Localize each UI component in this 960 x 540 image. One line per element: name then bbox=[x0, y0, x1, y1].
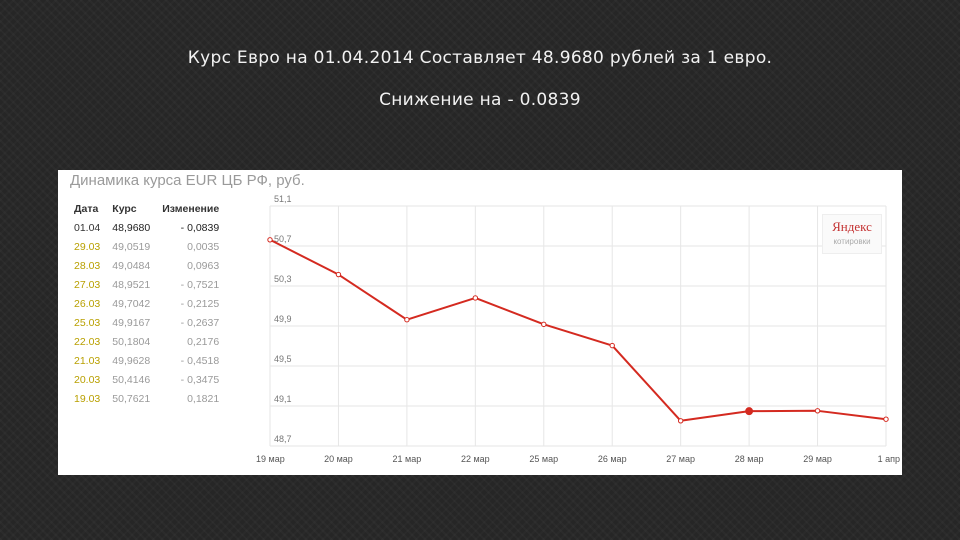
cell-rate: 49,7042 bbox=[112, 297, 151, 310]
cell-change: 0,0963 bbox=[187, 259, 220, 272]
cell-date: 29.03 bbox=[74, 240, 101, 253]
cell-rate: 49,0484 bbox=[112, 259, 151, 272]
cell-change: 0,2176 bbox=[187, 335, 220, 348]
y-tick-label: 49,5 bbox=[274, 354, 292, 364]
x-tick-label: 28 мар bbox=[735, 454, 764, 464]
cell-date: 26.03 bbox=[74, 297, 101, 310]
y-tick-label: 49,1 bbox=[274, 394, 292, 404]
logo-subtext: котировки bbox=[833, 237, 871, 246]
data-point bbox=[883, 416, 889, 422]
y-tick-label: 50,7 bbox=[274, 234, 292, 244]
cell-rate: 49,9167 bbox=[112, 316, 151, 329]
cell-rate: 48,9521 bbox=[112, 278, 151, 291]
cell-date: 27.03 bbox=[74, 278, 101, 291]
cell-change: 0,0035 bbox=[187, 240, 220, 253]
yandex-logo: Яндекс котировки bbox=[822, 214, 882, 254]
cell-change: - 0,7521 bbox=[180, 278, 220, 291]
data-point bbox=[267, 237, 273, 243]
cell-date: 19.03 bbox=[74, 392, 101, 405]
table-row: 19.03 50,7621 0,1821 bbox=[68, 389, 225, 408]
x-tick-label: 27 мар bbox=[666, 454, 695, 464]
data-point bbox=[609, 342, 615, 349]
data-point bbox=[472, 295, 479, 301]
table-row: 25.03 49,9167 - 0,2637 bbox=[68, 313, 225, 332]
column-header-date: Дата bbox=[74, 203, 99, 215]
table-header-row: Дата Курс Изменение bbox=[68, 200, 225, 218]
x-tick-label: 29 мар bbox=[803, 454, 832, 464]
data-point-highlighted bbox=[745, 407, 754, 416]
x-tick-label: 21 мар bbox=[393, 454, 422, 464]
data-point bbox=[814, 408, 821, 414]
cell-change: - 0,2637 bbox=[180, 316, 220, 329]
table-row: 22.03 50,1804 0,2176 bbox=[68, 332, 225, 351]
table-row: 29.03 49,0519 0,0035 bbox=[68, 237, 225, 256]
y-tick-label: 50,3 bbox=[274, 274, 292, 284]
y-tick-label: 49,9 bbox=[274, 314, 292, 324]
panel-title: Динамика курса EUR ЦБ РФ, руб. bbox=[70, 172, 305, 189]
table-row: 26.03 49,7042 - 0,2125 bbox=[68, 294, 225, 313]
cell-rate: 50,4146 bbox=[112, 373, 151, 386]
table-row: 01.04 48,9680 - 0,0839 bbox=[68, 218, 225, 237]
rates-table: Дата Курс Изменение 01.04 48,9680 - 0,0839… bbox=[68, 200, 225, 408]
column-header-change: Изменение bbox=[162, 203, 220, 215]
cell-change: 0,1821 bbox=[187, 392, 220, 405]
data-point bbox=[404, 317, 410, 323]
slide-subtitle: Снижение на - 0.0839 bbox=[379, 90, 581, 110]
cell-rate: 49,0519 bbox=[112, 240, 151, 253]
table-row: 20.03 50,4146 - 0,3475 bbox=[68, 370, 225, 389]
x-tick-label: 22 мар bbox=[461, 454, 490, 464]
data-point bbox=[677, 418, 684, 424]
table-row: 27.03 48,9521 - 0,7521 bbox=[68, 275, 225, 294]
cell-date: 20.03 bbox=[74, 373, 101, 386]
slide-title: Курс Евро на 01.04.2014 Составляет 48.96… bbox=[187, 48, 773, 68]
x-tick-label: 20 мар bbox=[324, 454, 353, 464]
x-tick-label: 26 мар bbox=[598, 454, 627, 464]
cell-date: 25.03 bbox=[74, 316, 101, 329]
series-line bbox=[269, 238, 887, 422]
table-row: 21.03 49,9628 - 0,4518 bbox=[68, 351, 225, 370]
x-tick-label: 25 мар bbox=[529, 454, 558, 464]
logo-text: Яндекс bbox=[832, 219, 872, 234]
y-tick-label: 48,7 bbox=[274, 434, 292, 444]
x-tick-label: 19 мар bbox=[256, 454, 285, 464]
x-tick-label: 1 апр bbox=[878, 454, 900, 464]
cell-date: 21.03 bbox=[74, 354, 101, 367]
cell-rate: 48,9680 bbox=[112, 221, 151, 234]
table-row: 28.03 49,0484 0,0963 bbox=[68, 256, 225, 275]
chart-panel: Динамика курса EUR ЦБ РФ, руб. Дата Курс… bbox=[58, 170, 902, 475]
cell-rate: 50,1804 bbox=[112, 335, 151, 348]
data-point bbox=[335, 271, 342, 278]
cell-date: 28.03 bbox=[74, 259, 101, 272]
cell-rate: 50,7621 bbox=[112, 392, 151, 405]
cell-date: 22.03 bbox=[74, 335, 101, 348]
line-chart: 51,1 50,7 50,3 49,9 49,5 49,1 48,7 19 мар 20 мар… bbox=[256, 194, 900, 464]
data-point bbox=[541, 321, 547, 328]
cell-date: 01.04 bbox=[74, 221, 101, 234]
cell-change: - 0,0839 bbox=[180, 221, 220, 234]
cell-change: - 0,2125 bbox=[180, 297, 220, 310]
cell-change: - 0,4518 bbox=[180, 354, 220, 367]
y-tick-label: 51,1 bbox=[274, 194, 292, 204]
cell-change: - 0,3475 bbox=[180, 373, 220, 386]
cell-rate: 49,9628 bbox=[112, 354, 151, 367]
column-header-rate: Курс bbox=[112, 203, 137, 215]
